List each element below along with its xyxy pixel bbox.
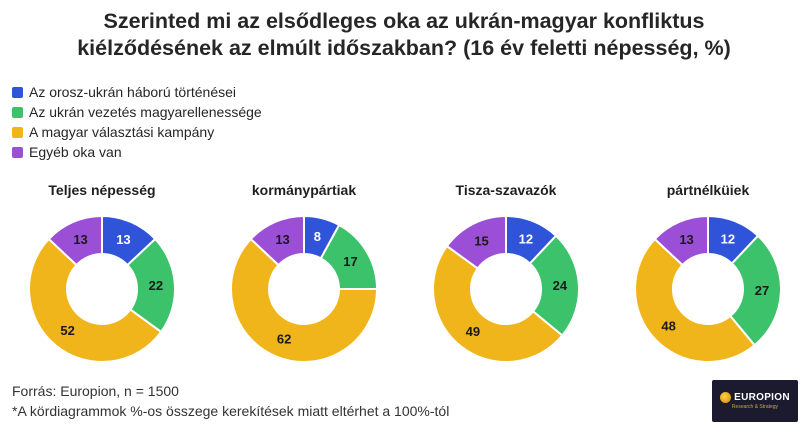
donut-svg-total: 13 22 52 13 — [28, 214, 176, 363]
donut-label-war: 8 — [314, 229, 321, 244]
donut-label-leadership: 27 — [755, 283, 769, 298]
donut-label-war: 12 — [721, 231, 735, 246]
legend-swatch-leadership — [12, 106, 23, 118]
donut-segment-leadership — [728, 234, 782, 347]
legend-item-other: Egyéb oka van — [12, 142, 262, 162]
europion-globe-icon — [720, 392, 732, 403]
source-note: Forrás: Europion, n = 1500 — [12, 383, 179, 399]
donut-segment-campaign — [230, 237, 379, 363]
legend-label-campaign: A magyar választási kampány — [29, 124, 215, 140]
donut-chart-nonpartisan: pártnélküiek 12 27 48 13 — [618, 182, 798, 364]
donut-label-other: 13 — [275, 232, 289, 247]
donut-title-tisza: Tisza-szavazók — [455, 182, 557, 198]
legend: Az orosz-ukrán háború történései Az ukrá… — [12, 82, 262, 162]
donut-title-nonpartisan: pártnélküiek — [666, 182, 750, 198]
donut-segment-campaign — [28, 237, 163, 363]
chart-title-line-1: Szerinted mi az elsődleges oka az ukrán-… — [103, 9, 705, 33]
donut-label-war: 12 — [519, 231, 533, 246]
footer: Forrás: Europion, n = 1500 *A kördiagram… — [12, 381, 449, 421]
donut-segment-campaign — [432, 244, 564, 363]
donut-title-government: kormánypártiak — [251, 182, 357, 198]
chart-title: Szerinted mi az elsődleges oka az ukrán-… — [0, 8, 808, 62]
legend-swatch-other — [12, 146, 23, 158]
donut-segment-other — [445, 214, 507, 270]
legend-swatch-campaign — [12, 126, 23, 138]
donut-segment-other — [47, 214, 103, 267]
donut-label-campaign: 49 — [466, 324, 480, 339]
chart-title-line-2: kiélződésének az elmúlt időszakban? (16 … — [77, 36, 731, 60]
donut-label-war: 13 — [116, 232, 130, 247]
legend-swatch-war — [12, 86, 23, 98]
donut-title-total: Teljes népesség — [48, 182, 156, 198]
donut-segment-campaign — [634, 237, 756, 363]
legend-label-leadership: Az ukrán vezetés magyarellenessége — [29, 104, 262, 120]
legend-item-war: Az orosz-ukrán háború történései — [12, 82, 262, 102]
donut-segment-leadership — [528, 234, 580, 337]
donut-chart-total: Teljes népesség 13 22 52 13 — [12, 182, 192, 364]
logo-row: EUROPION — [720, 392, 790, 403]
europion-logo: EUROPION Research & Strategy — [712, 380, 798, 422]
donut-label-campaign: 48 — [661, 318, 675, 333]
donut-svg-government: 8 17 62 13 — [230, 214, 379, 363]
donut-label-leadership: 22 — [149, 278, 163, 293]
legend-item-campaign: A magyar választási kampány — [12, 122, 262, 142]
donut-segment-leadership — [126, 237, 176, 334]
legend-item-leadership: Az ukrán vezetés magyarellenessége — [12, 102, 262, 122]
donut-label-campaign: 52 — [60, 323, 74, 338]
donut-label-other: 13 — [679, 232, 693, 247]
legend-label-war: Az orosz-ukrán háború történései — [29, 84, 236, 100]
donut-label-campaign: 62 — [277, 332, 291, 347]
donut-label-leadership: 24 — [553, 278, 568, 293]
donut-segment-other — [249, 214, 305, 267]
donut-chart-government: kormánypártiak 8 17 62 13 — [214, 182, 394, 364]
donut-chart-tisza: Tisza-szavazók 12 24 49 15 — [416, 182, 596, 364]
donut-svg-nonpartisan: 12 27 48 13 — [634, 214, 782, 363]
donut-label-leadership: 17 — [343, 254, 357, 269]
logo-wordmark: EUROPION — [734, 392, 790, 403]
logo-tagline: Research & Strategy — [731, 404, 779, 410]
legend-label-other: Egyéb oka van — [29, 144, 122, 160]
rounding-note: *A kördiagrammok %-os összege kerekítése… — [12, 403, 450, 419]
donut-label-other: 13 — [73, 232, 87, 247]
donut-segment-other — [653, 214, 709, 267]
donut-svg-tisza: 12 24 49 15 — [432, 214, 580, 363]
donut-label-other: 15 — [474, 233, 488, 248]
